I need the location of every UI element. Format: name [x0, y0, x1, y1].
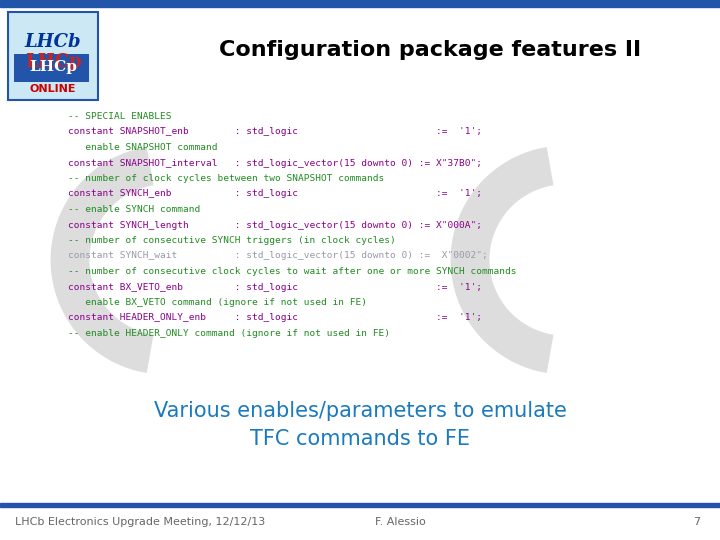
- Text: -- SPECIAL ENABLES: -- SPECIAL ENABLES: [68, 112, 171, 121]
- Text: -- number of clock cycles between two SNAPSHOT commands: -- number of clock cycles between two SN…: [68, 174, 384, 183]
- Text: ONLINE: ONLINE: [30, 84, 76, 94]
- Text: LHCp: LHCp: [24, 53, 81, 71]
- Text: constant SYNCH_wait          : std_logic_vector(15 downto 0) :=  X"0002";: constant SYNCH_wait : std_logic_vector(1…: [68, 252, 487, 260]
- Text: enable BX_VETO command (ignore if not used in FE): enable BX_VETO command (ignore if not us…: [68, 298, 367, 307]
- Text: Various enables/parameters to emulate
TFC commands to FE: Various enables/parameters to emulate TF…: [153, 401, 567, 449]
- Text: constant BX_VETO_enb         : std_logic                        :=  '1';: constant BX_VETO_enb : std_logic := '1';: [68, 282, 482, 292]
- Text: LHCb: LHCb: [24, 33, 81, 51]
- Text: enable SNAPSHOT command: enable SNAPSHOT command: [68, 143, 217, 152]
- Text: constant SNAPSHOT_interval   : std_logic_vector(15 downto 0) := X"37B0";: constant SNAPSHOT_interval : std_logic_v…: [68, 159, 482, 167]
- Text: constant SYNCH_enb           : std_logic                        :=  '1';: constant SYNCH_enb : std_logic := '1';: [68, 190, 482, 199]
- Text: -- number of consecutive clock cycles to wait after one or more SYNCH commands: -- number of consecutive clock cycles to…: [68, 267, 516, 276]
- Bar: [0, 503, 720, 507]
- Text: constant SNAPSHOT_enb        : std_logic                        :=  '1';: constant SNAPSHOT_enb : std_logic := '1'…: [68, 127, 482, 137]
- Text: 7: 7: [693, 517, 700, 527]
- Text: -- enable SYNCH command: -- enable SYNCH command: [68, 205, 200, 214]
- FancyBboxPatch shape: [8, 12, 98, 100]
- Text: Configuration package features II: Configuration package features II: [219, 40, 641, 60]
- Text: LHCp: LHCp: [29, 60, 77, 74]
- Text: LHCb Electronics Upgrade Meeting, 12/12/13: LHCb Electronics Upgrade Meeting, 12/12/…: [15, 517, 265, 527]
- Bar: [0, 0, 720, 7]
- Text: F. Alessio: F. Alessio: [374, 517, 426, 527]
- Text: constant HEADER_ONLY_enb     : std_logic                        :=  '1';: constant HEADER_ONLY_enb : std_logic := …: [68, 314, 482, 322]
- Text: -- number of consecutive SYNCH triggers (in clock cycles): -- number of consecutive SYNCH triggers …: [68, 236, 396, 245]
- FancyBboxPatch shape: [14, 54, 89, 82]
- Text: -- enable HEADER_ONLY command (ignore if not used in FE): -- enable HEADER_ONLY command (ignore if…: [68, 329, 390, 338]
- Text: constant SYNCH_length        : std_logic_vector(15 downto 0) := X"000A";: constant SYNCH_length : std_logic_vector…: [68, 220, 482, 230]
